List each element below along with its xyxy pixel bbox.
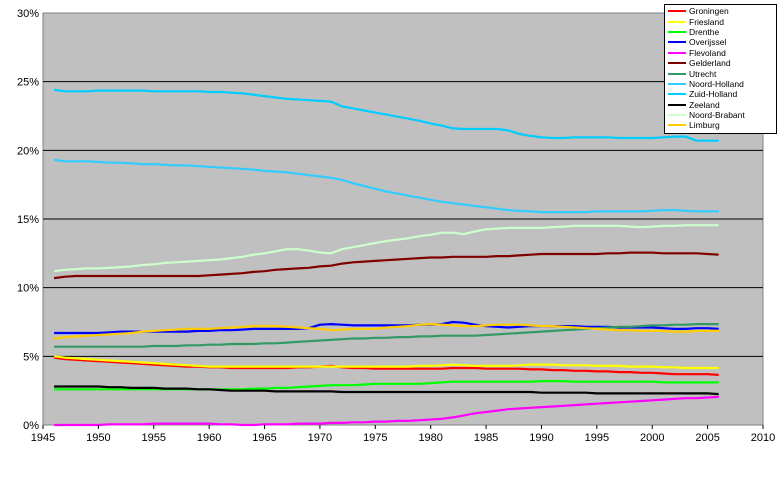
legend-label: Zeeland <box>689 99 720 110</box>
legend-item: Noord-Brabant <box>665 110 776 120</box>
legend-item: Flevoland <box>665 48 776 58</box>
series-line-groningen <box>53 356 719 376</box>
y-tick-label: 10% <box>17 283 39 295</box>
legend-swatch <box>668 124 686 127</box>
x-tick-label: 2000 <box>640 432 664 444</box>
legend-item: Zuid-Holland <box>665 89 776 99</box>
x-tick-label: 1950 <box>86 432 110 444</box>
x-tick-label: 1965 <box>252 432 276 444</box>
legend-item: Groningen <box>665 6 776 16</box>
y-tick-label: 20% <box>17 145 39 157</box>
series-line-gelderland <box>53 251 719 280</box>
x-tick-label: 1955 <box>142 432 166 444</box>
legend-item: Drenthe <box>665 27 776 37</box>
legend-swatch <box>668 103 686 106</box>
x-tick-label: 1945 <box>31 432 55 444</box>
x-tick-label: 1970 <box>308 432 332 444</box>
y-tick-label: 15% <box>17 214 39 226</box>
legend-item: Friesland <box>665 16 776 27</box>
legend-swatch <box>668 62 686 65</box>
x-tick-label: 1995 <box>585 432 609 444</box>
legend-item: Noord-Holland <box>665 79 776 89</box>
gridlines <box>43 81 763 357</box>
legend-label: Noord-Holland <box>689 78 744 89</box>
legend-label: Zuid-Holland <box>689 89 738 100</box>
x-tick-label: 2005 <box>695 432 719 444</box>
legend-swatch <box>668 30 686 33</box>
legend: Groningen Friesland Drenthe Overijssel Flevo… <box>664 4 777 134</box>
legend-swatch <box>668 10 686 13</box>
y-tick-label: 5% <box>23 351 39 363</box>
x-tick-label: 1985 <box>474 432 498 444</box>
y-tick-label: 25% <box>17 77 39 89</box>
x-tick-label: 2010 <box>751 432 775 444</box>
y-tick-label: 30% <box>17 8 39 20</box>
legend-swatch <box>668 114 686 117</box>
legend-label: Utrecht <box>689 68 717 79</box>
legend-item: Zeeland <box>665 100 776 110</box>
series-lines <box>53 88 719 427</box>
legend-label: Groningen <box>689 6 729 17</box>
x-tick-label: 1980 <box>418 432 442 444</box>
legend-swatch <box>668 51 686 54</box>
x-axis-ticks: 1945 1950 1955 1960 1965 1970 1975 1980 1985 1990… <box>31 425 775 444</box>
legend-label: Friesland <box>689 16 724 27</box>
series-line-limburg <box>53 323 719 340</box>
y-tick-label: 0% <box>23 420 39 432</box>
x-tick-label: 1990 <box>529 432 553 444</box>
legend-swatch <box>668 82 686 85</box>
series-line-zeeland <box>54 385 719 396</box>
legend-label: Flevoland <box>689 47 726 58</box>
series-line-utrecht <box>54 323 719 348</box>
legend-item: Limburg <box>665 120 776 130</box>
series-line-friesland <box>53 355 719 370</box>
legend-swatch <box>668 93 686 96</box>
legend-label: Gelderland <box>689 58 731 69</box>
legend-swatch <box>668 72 686 75</box>
legend-item: Overijssel <box>665 37 776 47</box>
series-line-flevoland <box>54 395 719 427</box>
legend-label: Limburg <box>689 120 720 131</box>
legend-swatch <box>668 41 686 44</box>
legend-item: Gelderland <box>665 58 776 68</box>
legend-label: Overijssel <box>689 37 727 48</box>
legend-label: Drenthe <box>689 26 720 37</box>
x-tick-label: 1975 <box>363 432 387 444</box>
legend-item: Utrecht <box>665 68 776 79</box>
legend-swatch <box>668 20 686 23</box>
x-tick-label: 1960 <box>197 432 221 444</box>
series-line-noord-holland <box>53 158 719 214</box>
legend-label: Noord-Brabant <box>689 110 745 121</box>
series-line-noord-brabant <box>53 224 719 273</box>
y-axis-ticks: 0% 5% 10% 15% 20% 25% 30% <box>17 8 39 432</box>
series-line-zuid-holland <box>53 88 719 142</box>
